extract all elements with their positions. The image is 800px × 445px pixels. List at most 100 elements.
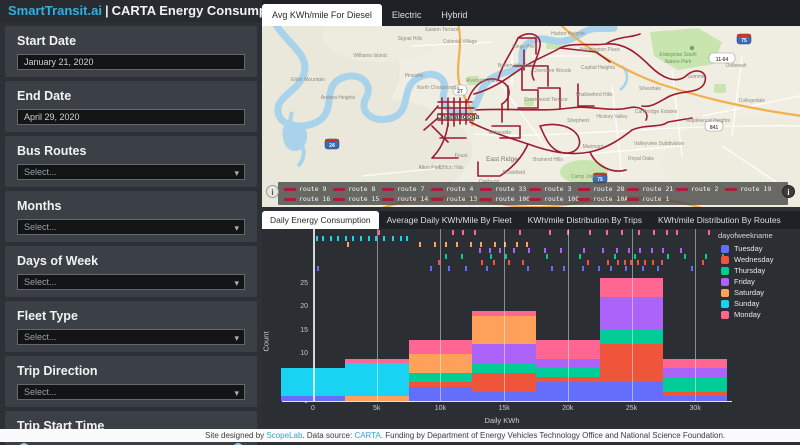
bar-segment-thursday[interactable] <box>408 372 473 383</box>
route-legend-item: route 1 <box>627 194 676 204</box>
carta-link[interactable]: CARTA <box>354 431 381 440</box>
select-bus-routes[interactable]: Select... ▾ <box>17 164 245 180</box>
filter-card-start-date: Start Date January 21, 2020 <box>5 26 257 77</box>
select-fleet-type[interactable]: Select... ▾ <box>17 329 245 345</box>
rug-tick-monday <box>676 230 679 235</box>
map-info-icon[interactable]: i <box>782 185 795 198</box>
legend-swatch <box>721 244 729 253</box>
tab-daily-energy-consumption[interactable]: Daily Energy Consumption <box>262 211 379 229</box>
bar-segment-friday[interactable] <box>535 358 600 368</box>
bar-segment-saturday[interactable] <box>408 353 473 373</box>
route-line-swatch <box>725 187 737 191</box>
x-tick-label: 5k <box>372 405 381 412</box>
rug-tick-saturday <box>418 242 421 247</box>
bar-segment-sunday[interactable] <box>281 367 345 397</box>
rug-tick-monday <box>637 230 640 235</box>
rug-tick-saturday <box>515 242 518 247</box>
y-axis-title: Count <box>261 331 271 352</box>
slider-handle-min[interactable] <box>19 443 29 445</box>
tab-kwh-mile-distribution-by-trips[interactable]: KWh/mile Distribution By Trips <box>527 215 642 225</box>
rug-tick-thursday <box>490 254 493 259</box>
x-tick-label: 15k <box>498 405 510 412</box>
bar-segment-friday[interactable] <box>663 367 728 378</box>
map-place-label: Andrea Heights <box>321 95 356 101</box>
map-place-label: Camp Jordan <box>571 174 601 180</box>
map-canvas[interactable]: 27 75 11-64 841 75 24 Signal Hills Easton Terr… <box>262 26 800 207</box>
bar-segment-friday[interactable] <box>599 297 664 331</box>
bar-segment-tuesday[interactable] <box>408 386 473 401</box>
legend-label: Friday <box>734 277 755 286</box>
slider-handle-max[interactable] <box>233 443 243 445</box>
tab-average-daily-kwh-mile-by-fleet[interactable]: Average Daily KWh/Mile By Fleet <box>386 215 512 225</box>
bar-segment-monday[interactable] <box>663 358 728 368</box>
bar-segment-monday[interactable] <box>535 339 600 359</box>
bar-segment-thursday[interactable] <box>599 330 664 345</box>
route-legend-item: route 15 <box>333 194 382 204</box>
bar-segment-tuesday[interactable] <box>472 391 536 401</box>
tab-hybrid[interactable]: Hybrid <box>441 10 468 20</box>
bar-segment-tuesday[interactable] <box>535 382 600 401</box>
rug-tick-wednesday <box>701 260 704 265</box>
input-start-date[interactable]: January 21, 2020 <box>17 54 245 70</box>
scopelab-link[interactable]: ScopeLab <box>266 431 303 440</box>
trip-start-time-slider[interactable] <box>19 441 243 445</box>
filter-card-days-of-week: Days of Week Select... ▾ <box>5 246 257 297</box>
bar-segment-wednesday[interactable] <box>663 391 728 397</box>
tab-avg-kwh-mile-for-diesel[interactable]: Avg KWh/mile For Diesel <box>262 4 382 26</box>
rug-tick-saturday <box>525 242 528 247</box>
legend-item-tuesday[interactable]: Tuesday <box>717 243 797 254</box>
bar-segment-friday[interactable] <box>472 344 536 364</box>
bar-segment-tuesday[interactable] <box>663 396 728 401</box>
rug-tick-thursday <box>667 254 670 259</box>
legend-item-friday[interactable]: Friday <box>717 276 797 287</box>
tab-kwh-mile-distribution-by-routes[interactable]: KWh/mile Distribution By Routes <box>657 215 781 225</box>
gridline <box>695 229 697 401</box>
bar-segment-thursday[interactable] <box>472 363 536 373</box>
bar-segment-sunday[interactable] <box>344 363 409 397</box>
route-shield-icon: 841 <box>704 120 724 132</box>
brand-link[interactable]: SmartTransit.ai <box>8 3 102 18</box>
route-legend-item: route 9 <box>284 184 333 194</box>
rug-tick-sunday <box>360 236 363 241</box>
select-days-of-week[interactable]: Select... ▾ <box>17 274 245 290</box>
bar-segment-tuesday[interactable] <box>281 396 345 401</box>
attribution-icon[interactable]: i <box>266 185 279 198</box>
bar-segment-monday[interactable] <box>472 311 536 317</box>
bar-segment-thursday[interactable] <box>535 367 600 378</box>
bar-segment-monday[interactable] <box>599 278 664 298</box>
bar-segment-tuesday[interactable] <box>599 382 664 401</box>
rug-tick-wednesday <box>651 260 654 265</box>
interstate-shield-icon: 75 <box>592 172 608 184</box>
chevron-down-icon: ▾ <box>234 278 239 288</box>
map-place-label: Cambridge Estates <box>635 109 678 115</box>
map-place-label: Brainerd Hills <box>533 157 563 163</box>
bar-segment-wednesday[interactable] <box>599 344 664 383</box>
select-months[interactable]: Select... ▾ <box>17 219 245 235</box>
bar-segment-monday[interactable] <box>408 339 473 354</box>
route-legend-item: route 2 <box>676 184 725 194</box>
y-tick-label: 15 <box>300 326 308 334</box>
select-trip-direction[interactable]: Select... ▾ <box>17 384 245 400</box>
legend-item-saturday[interactable]: Saturday <box>717 287 797 298</box>
bar-segment-wednesday[interactable] <box>472 372 536 392</box>
bar-segment-thursday[interactable] <box>663 377 728 392</box>
bar-segment-wednesday[interactable] <box>535 377 600 383</box>
bar-segment-monday[interactable] <box>344 358 409 364</box>
route-legend-item: route 10A <box>578 194 628 204</box>
chevron-down-icon: ▾ <box>234 223 239 233</box>
bar-segment-saturday[interactable] <box>472 316 536 345</box>
input-end-date[interactable]: April 29, 2020 <box>17 109 245 125</box>
bar-segment-saturday[interactable] <box>344 396 409 401</box>
map-place-label: Williams Island <box>353 53 387 59</box>
interstate-shield-icon: 75 <box>736 33 752 45</box>
x-tick-label: 30k <box>689 405 701 412</box>
map-place-label: Maplewood Heights <box>686 118 730 124</box>
svg-text:75: 75 <box>741 38 747 44</box>
tab-electric[interactable]: Electric <box>391 10 422 20</box>
legend-item-sunday[interactable]: Sunday <box>717 298 797 309</box>
legend-item-wednesday[interactable]: Wednesday <box>717 254 797 265</box>
legend-swatch <box>721 255 729 264</box>
legend-item-thursday[interactable]: Thursday <box>717 265 797 276</box>
legend-item-monday[interactable]: Monday <box>717 309 797 320</box>
bar-segment-wednesday[interactable] <box>408 382 473 387</box>
